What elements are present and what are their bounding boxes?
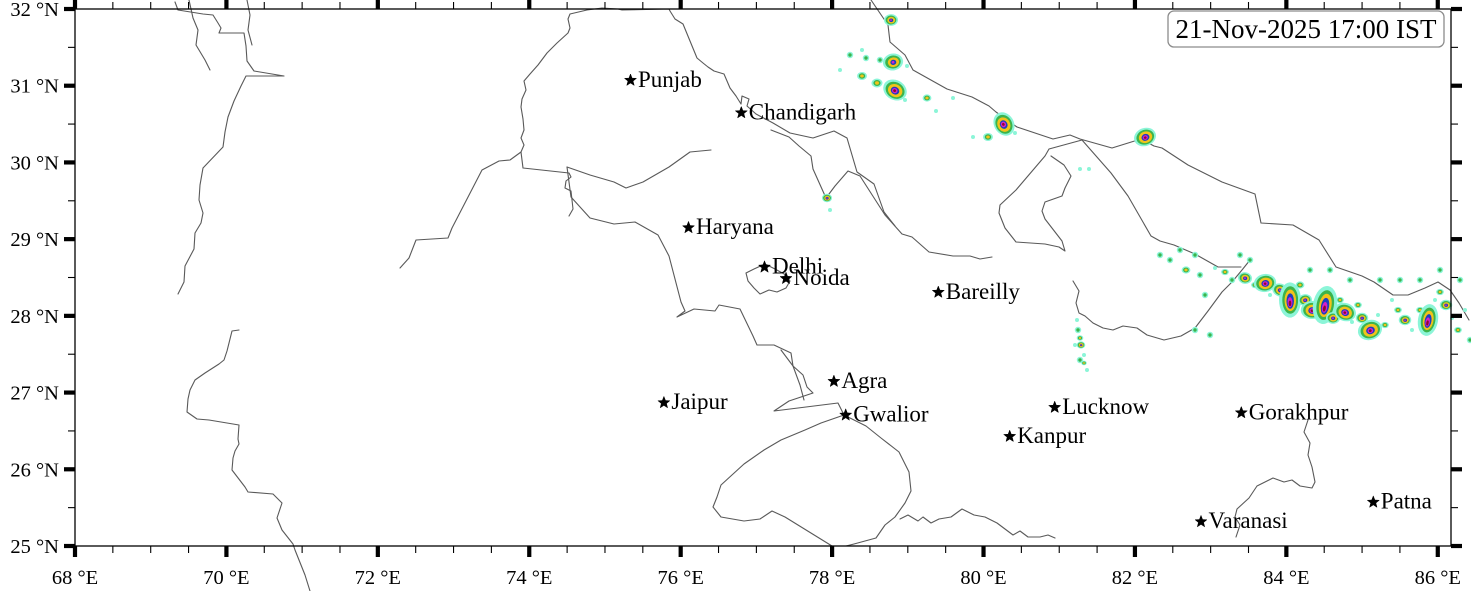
svg-text:84 °E: 84 °E xyxy=(1263,567,1309,589)
svg-text:74 °E: 74 °E xyxy=(506,567,552,589)
svg-text:31 °N: 31 °N xyxy=(10,76,59,98)
svg-text:26 °N: 26 °N xyxy=(10,459,59,481)
svg-text:Punjab: Punjab xyxy=(638,67,702,92)
svg-text:27 °N: 27 °N xyxy=(10,383,59,405)
svg-text:70 °E: 70 °E xyxy=(203,567,249,589)
svg-text:21-Nov-2025 17:00 IST: 21-Nov-2025 17:00 IST xyxy=(1176,14,1437,44)
svg-text:32 °N: 32 °N xyxy=(10,0,59,21)
svg-text:Haryana: Haryana xyxy=(696,214,774,239)
svg-text:80 °E: 80 °E xyxy=(960,567,1006,589)
svg-text:Chandigarh: Chandigarh xyxy=(749,99,857,124)
svg-text:Patna: Patna xyxy=(1381,489,1432,514)
svg-text:Gwalior: Gwalior xyxy=(853,402,929,427)
svg-text:Kanpur: Kanpur xyxy=(1017,423,1086,448)
svg-text:Agra: Agra xyxy=(841,368,887,393)
svg-text:68 °E: 68 °E xyxy=(52,567,98,589)
svg-text:78 °E: 78 °E xyxy=(809,567,855,589)
svg-text:28 °N: 28 °N xyxy=(10,306,59,328)
svg-text:30 °N: 30 °N xyxy=(10,152,59,174)
svg-text:Noida: Noida xyxy=(794,265,850,290)
svg-text:Bareilly: Bareilly xyxy=(946,279,1021,304)
svg-text:29 °N: 29 °N xyxy=(10,229,59,251)
svg-text:72 °E: 72 °E xyxy=(355,567,401,589)
svg-text:86 °E: 86 °E xyxy=(1415,567,1461,589)
svg-text:Jaipur: Jaipur xyxy=(671,389,728,414)
svg-text:76 °E: 76 °E xyxy=(658,567,704,589)
svg-text:25 °N: 25 °N xyxy=(10,536,59,558)
svg-text:Gorakhpur: Gorakhpur xyxy=(1249,399,1349,424)
svg-text:82 °E: 82 °E xyxy=(1112,567,1158,589)
svg-text:Varanasi: Varanasi xyxy=(1209,508,1288,533)
svg-text:Lucknow: Lucknow xyxy=(1062,394,1149,419)
